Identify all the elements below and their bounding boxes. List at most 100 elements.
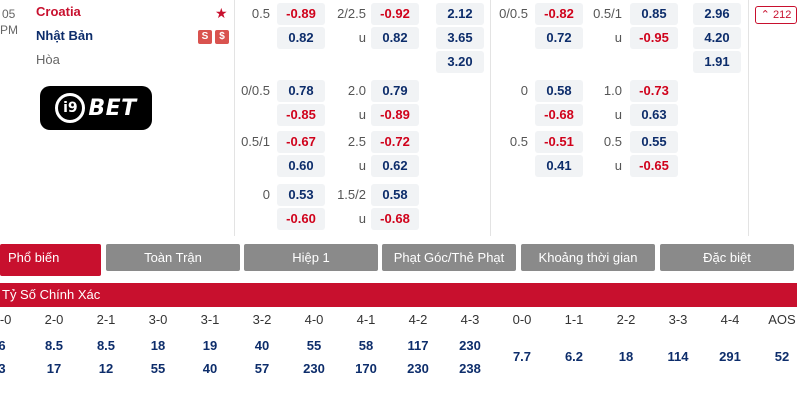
- handicap-away-odd[interactable]: -0.68: [535, 104, 583, 126]
- ou-under-odd[interactable]: -0.65: [630, 155, 678, 177]
- handicap-home-odd[interactable]: -0.51: [535, 131, 583, 153]
- ou-over-odd[interactable]: -0.73: [630, 80, 678, 102]
- score-odd-away[interactable]: 57: [254, 361, 270, 376]
- handicap-home-odd[interactable]: -0.82: [535, 3, 583, 25]
- ou-line: 2.0: [347, 83, 366, 98]
- ou-over-odd[interactable]: -0.72: [371, 131, 419, 153]
- score-header: 4-1: [356, 312, 376, 327]
- score-header: 2-2: [616, 312, 636, 327]
- divider: [748, 0, 749, 236]
- x12-odd[interactable]: 3.65: [436, 27, 484, 49]
- x12-odd[interactable]: 1.91: [693, 51, 741, 73]
- x12-odd[interactable]: 2.12: [436, 3, 484, 25]
- correct-score-header: Tỷ Số Chính Xác: [0, 283, 797, 307]
- score-odd-away[interactable]: 238: [459, 361, 481, 376]
- handicap-home-odd[interactable]: -0.67: [277, 131, 325, 153]
- score-odd-home[interactable]: 230: [459, 338, 481, 353]
- ou-under-label: u: [614, 30, 622, 45]
- handicap-away-odd[interactable]: 0.72: [535, 27, 583, 49]
- ou-under-odd[interactable]: 0.63: [630, 104, 678, 126]
- ou-over-odd[interactable]: 0.58: [371, 184, 419, 206]
- home-team[interactable]: Croatia: [36, 4, 81, 19]
- ou-over-odd[interactable]: -0.92: [371, 3, 419, 25]
- score-odd-draw[interactable]: 52: [774, 349, 790, 364]
- score-odd-home[interactable]: 58: [358, 338, 374, 353]
- ou-over-odd[interactable]: 0.79: [371, 80, 419, 102]
- tab-special[interactable]: Đặc biệt: [660, 244, 794, 271]
- ou-line: 2.5: [347, 134, 366, 149]
- handicap-line: 0.5/1: [241, 134, 270, 149]
- handicap-away-odd[interactable]: -0.85: [277, 104, 325, 126]
- x12-odd[interactable]: 2.96: [693, 3, 741, 25]
- handicap-home-odd[interactable]: 0.78: [277, 80, 325, 102]
- more-markets-count: 212: [772, 9, 792, 21]
- handicap-away-odd[interactable]: -0.60: [277, 208, 325, 230]
- handicap-home-odd[interactable]: 0.58: [535, 80, 583, 102]
- score-odd-away[interactable]: 3: [0, 361, 6, 376]
- tab-popular[interactable]: Phổ biến: [0, 244, 101, 276]
- score-odd-draw[interactable]: 6.2: [564, 349, 584, 364]
- handicap-home-odd[interactable]: 0.53: [277, 184, 325, 206]
- score-odd-home[interactable]: 19: [202, 338, 218, 353]
- score-header: 2-0: [44, 312, 64, 327]
- ou-over-odd[interactable]: 0.55: [630, 131, 678, 153]
- x12-odd[interactable]: 3.20: [436, 51, 484, 73]
- away-team[interactable]: Nhật Bản: [36, 28, 94, 43]
- ou-under-odd[interactable]: 0.62: [371, 155, 419, 177]
- score-odd-draw[interactable]: 18: [618, 349, 634, 364]
- tab-corners-cards[interactable]: Phạt Góc/Thẻ Phạt: [382, 244, 516, 271]
- score-odd-away[interactable]: 230: [407, 361, 429, 376]
- score-header: 4-0: [304, 312, 324, 327]
- tab-time-period[interactable]: Khoảng thời gian: [521, 244, 655, 271]
- score-odd-home[interactable]: 55: [306, 338, 322, 353]
- score-odd-away[interactable]: 17: [46, 361, 62, 376]
- score-odd-home[interactable]: 8.5: [44, 338, 64, 353]
- score-header: 1-0: [0, 312, 12, 327]
- ou-under-odd[interactable]: -0.95: [630, 27, 678, 49]
- score-odd-home[interactable]: 40: [254, 338, 270, 353]
- ou-under-odd[interactable]: 0.82: [371, 27, 419, 49]
- stats-icon[interactable]: S: [198, 30, 212, 44]
- favorite-star-icon[interactable]: ★: [215, 5, 228, 21]
- chevron-up-icon: ⌃: [760, 9, 770, 21]
- score-odd-home[interactable]: 8.5: [96, 338, 116, 353]
- score-header: 4-4: [720, 312, 740, 327]
- ou-line: 0.5/1: [593, 6, 622, 21]
- score-odd-home[interactable]: 18: [150, 338, 166, 353]
- score-odd-away[interactable]: 170: [355, 361, 377, 376]
- score-odd-away[interactable]: 230: [303, 361, 325, 376]
- ou-under-label: u: [358, 107, 366, 122]
- score-odd-home[interactable]: 117: [407, 338, 429, 353]
- score-odd-draw[interactable]: 291: [719, 349, 741, 364]
- handicap-line: 0/0.5: [499, 6, 528, 21]
- tab-full-match[interactable]: Toàn Trận: [106, 244, 240, 271]
- handicap-away-odd[interactable]: 0.41: [535, 155, 583, 177]
- x12-odd[interactable]: 4.20: [693, 27, 741, 49]
- ou-under-label: u: [358, 30, 366, 45]
- tab-half-1[interactable]: Hiệp 1: [244, 244, 378, 271]
- score-odd-away[interactable]: 12: [98, 361, 114, 376]
- ou-line: 1.0: [603, 83, 622, 98]
- ou-under-odd[interactable]: -0.89: [371, 104, 419, 126]
- i9bet-logo: i9 BET: [40, 86, 152, 130]
- match-time-top: 05: [2, 7, 16, 21]
- money-icon[interactable]: $: [215, 30, 229, 44]
- handicap-away-odd[interactable]: 0.60: [277, 155, 325, 177]
- score-odd-draw[interactable]: 114: [667, 349, 689, 364]
- score-odd-away[interactable]: 40: [202, 361, 218, 376]
- score-header: 2-1: [96, 312, 116, 327]
- more-markets-button[interactable]: ⌃ 212: [755, 6, 797, 24]
- ou-under-odd[interactable]: -0.68: [371, 208, 419, 230]
- score-header: 3-3: [668, 312, 688, 327]
- score-odd-away[interactable]: 55: [150, 361, 166, 376]
- handicap-away-odd[interactable]: 0.82: [277, 27, 325, 49]
- ou-line: 0.5: [603, 134, 622, 149]
- ou-over-odd[interactable]: 0.85: [630, 3, 678, 25]
- logo-text: BET: [88, 95, 137, 121]
- score-header: 1-1: [564, 312, 584, 327]
- score-odd-draw[interactable]: 7.7: [512, 349, 532, 364]
- score-odd-home[interactable]: 6: [0, 338, 6, 353]
- score-header: 3-1: [200, 312, 220, 327]
- handicap-home-odd[interactable]: -0.89: [277, 3, 325, 25]
- score-header: 3-2: [252, 312, 272, 327]
